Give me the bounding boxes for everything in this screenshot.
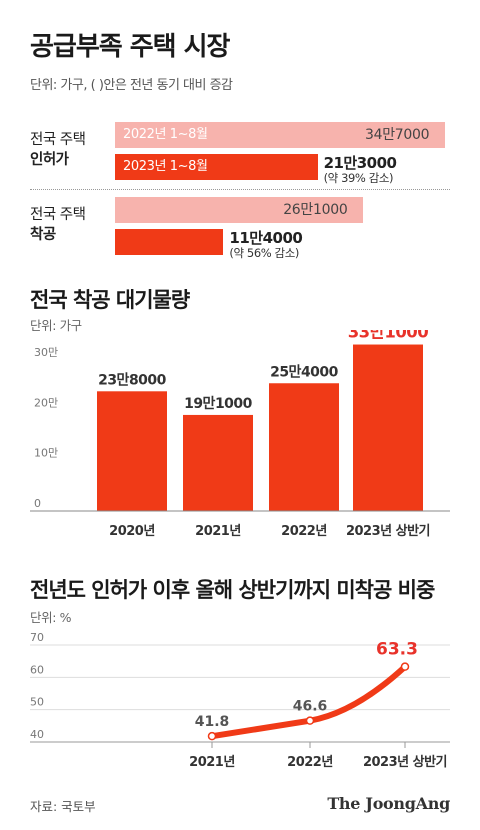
y-tick-label: 70 (30, 631, 44, 644)
permits-2023-value: 21만3000 (323, 154, 397, 172)
line-chart-unstarted-ratio: 40 50 60 70 2021년 2022년 2023년 상반기 41.8 46.6 63.3 (30, 631, 450, 770)
permits-2023-period: 2023년 1~8월 (123, 159, 208, 174)
x-tick-label: 2022년 (287, 755, 333, 770)
starts-2022-value: 26만1000 (283, 202, 348, 218)
permits-2022-bar (115, 122, 445, 148)
data-label: 19만1000 (184, 396, 253, 412)
data-label: 41.8 (195, 714, 230, 730)
data-label: 25만4000 (270, 364, 339, 380)
data-point (305, 716, 315, 725)
x-tick-label: 2021년 (195, 524, 241, 539)
data-point (400, 662, 410, 671)
permits-label-line2: 인허가 (30, 152, 69, 168)
starts-2022-bar (115, 197, 364, 223)
permits-2022-value: 34만7000 (365, 127, 430, 143)
chart2-title: 전국 착공 대기물량 (30, 288, 190, 312)
permits-2022-period: 2022년 1~8월 (123, 127, 208, 142)
y-tick-label: 40 (30, 728, 44, 741)
bar (353, 344, 423, 511)
bar (183, 414, 253, 511)
publisher-logo: The JoongAng (327, 794, 450, 813)
permits-2023-change: (약 39% 감소) (323, 171, 394, 185)
data-point (207, 731, 217, 741)
chart3-unit: 단위: % (30, 610, 72, 625)
y-tick-label: 30만 (34, 346, 58, 359)
permits-2023-bar (115, 154, 318, 180)
bar (97, 391, 167, 511)
starts-2023-value: 11만4000 (229, 229, 303, 247)
permits-label: 전국 주택 인허가 (30, 130, 86, 170)
data-label: 33만1000 (348, 330, 429, 342)
chart2-unit: 단위: 가구 (30, 318, 82, 333)
data-label: 63.3 (376, 640, 418, 660)
x-tick-label: 2023년 상반기 (346, 523, 430, 539)
bar-chart-starts-backlog: 0 10만 20만 30만 23만8000 2020년 19만1000 2021년 25만400… (30, 330, 450, 539)
section-divider (30, 189, 450, 190)
y-tick-label: 60 (30, 663, 44, 676)
unit-note: 단위: 가구, ( )안은 전년 동기 대비 증감 (30, 78, 233, 93)
data-label: 23만8000 (98, 372, 167, 388)
bar (269, 383, 339, 511)
x-tick-label: 2021년 (189, 755, 235, 770)
chart3-title: 전년도 인허가 이후 올해 상반기까지 미착공 비중 (30, 578, 435, 602)
y-tick-label: 50 (30, 696, 44, 709)
x-tick-label: 2023년 상반기 (363, 754, 447, 770)
starts-label-line1: 전국 주택 (30, 207, 86, 223)
page-title: 공급부족 주택 시장 (30, 32, 230, 62)
x-tick-label: 2022년 (281, 524, 327, 539)
y-tick-label: 0 (34, 497, 41, 510)
y-tick-label: 10만 (34, 447, 58, 460)
permits-label-line1: 전국 주택 (30, 132, 86, 148)
y-tick-label: 20만 (34, 396, 58, 409)
starts-label: 전국 주택 착공 (30, 205, 86, 245)
source-note: 자료: 국토부 (30, 799, 96, 814)
starts-2023-change: (약 56% 감소) (229, 246, 299, 260)
data-label: 46.6 (293, 699, 328, 715)
starts-label-line2: 착공 (30, 227, 56, 243)
x-tick-label: 2020년 (109, 524, 155, 539)
starts-2023-bar (115, 229, 224, 255)
